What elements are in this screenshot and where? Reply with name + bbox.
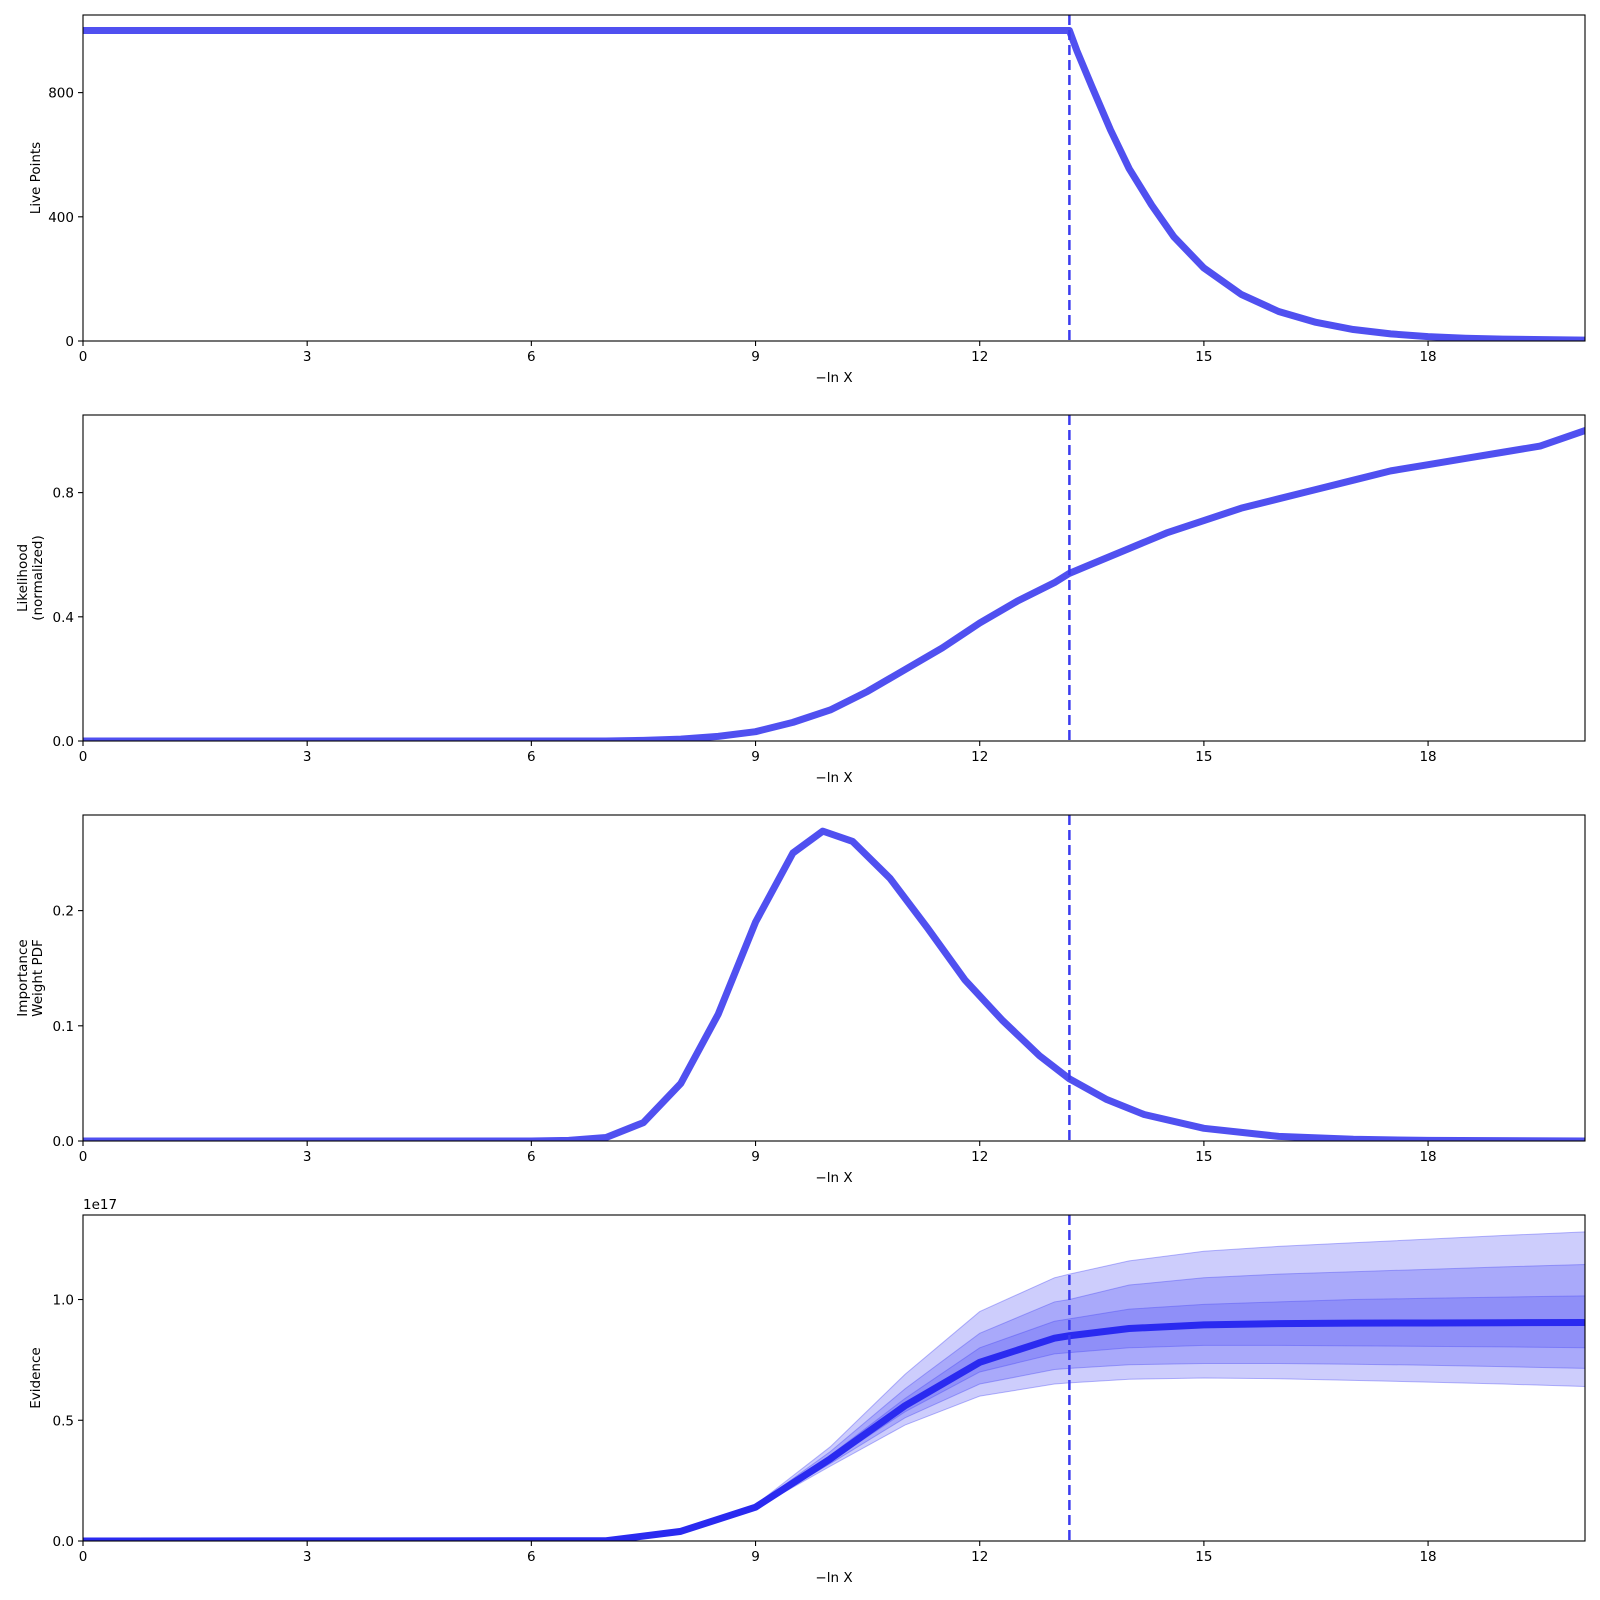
x-tick-label: 15 xyxy=(1195,349,1212,365)
x-tick-label: 0 xyxy=(79,749,88,765)
importance-weight-panel: 0 3 6 9 12 15 18 0.0 0.1 0.2 −ln X ImportanceWeight… xyxy=(15,814,1586,1186)
x-tick-label: 15 xyxy=(1195,1149,1212,1165)
importance-weight-axes-frame xyxy=(82,814,1586,1142)
evidence-axes-frame xyxy=(82,1214,1586,1542)
live-points-axes-frame xyxy=(82,14,1586,342)
x-tick-label: 12 xyxy=(971,1149,988,1165)
evidence-band-2 xyxy=(83,1263,1585,1541)
x-tick-label: 18 xyxy=(1419,1549,1436,1565)
x-tick-label: 15 xyxy=(1195,749,1212,765)
y-tick-label: 1.0 xyxy=(53,1293,74,1309)
y-tick-label: 400 xyxy=(48,210,74,226)
y-tick-label: 0.5 xyxy=(53,1413,74,1429)
x-tick-label: 0 xyxy=(79,349,88,365)
x-tick-label: 9 xyxy=(751,749,760,765)
x-tick-label: 3 xyxy=(303,1549,312,1565)
x-tick-label: 9 xyxy=(751,349,760,365)
importance-weight-series-line xyxy=(83,827,1585,1141)
likelihood-plot-area xyxy=(83,415,1585,741)
x-tick-label: 18 xyxy=(1419,749,1436,765)
x-tick-label: 0 xyxy=(79,1149,88,1165)
x-tick-label: 15 xyxy=(1195,1549,1212,1565)
x-tick-label: 12 xyxy=(971,1549,988,1565)
x-axis-label: −ln X xyxy=(815,370,852,386)
x-axis-label: −ln X xyxy=(815,1570,852,1586)
likelihood-series-line xyxy=(83,427,1585,741)
y-tick-label: 0.0 xyxy=(53,734,74,750)
x-tick-label: 6 xyxy=(527,1149,536,1165)
evidence-plot-area xyxy=(83,1215,1585,1541)
y-axis-label: ImportanceWeight PDF xyxy=(15,939,46,1017)
likelihood-axes-frame xyxy=(82,414,1586,742)
y-offset-label: 1e17 xyxy=(83,1197,117,1213)
x-tick-label: 9 xyxy=(751,1149,760,1165)
x-tick-label: 6 xyxy=(527,1549,536,1565)
live-points-series-line xyxy=(83,27,1585,341)
importance-weight-plot-area xyxy=(83,815,1585,1141)
y-axis-label: Likelihood(normalized) xyxy=(15,535,46,621)
x-tick-label: 12 xyxy=(971,749,988,765)
x-tick-label: 18 xyxy=(1419,349,1436,365)
x-tick-label: 18 xyxy=(1419,1149,1436,1165)
x-tick-label: 3 xyxy=(303,749,312,765)
y-tick-label: 0.4 xyxy=(53,610,74,626)
y-tick-label: 0.2 xyxy=(53,904,74,920)
y-tick-label: 800 xyxy=(48,86,74,102)
x-axis-label: −ln X xyxy=(815,1170,852,1186)
x-tick-label: 3 xyxy=(303,1149,312,1165)
x-tick-label: 3 xyxy=(303,349,312,365)
x-axis-label: −ln X xyxy=(815,770,852,786)
live-points-plot-area xyxy=(83,15,1585,341)
x-tick-label: 9 xyxy=(751,1549,760,1565)
y-tick-label: 0.0 xyxy=(53,1534,74,1550)
evidence-median-line xyxy=(83,1318,1585,1541)
y-tick-label: 0.8 xyxy=(53,486,74,502)
x-tick-label: 12 xyxy=(971,349,988,365)
y-tick-label: 0 xyxy=(65,334,74,350)
x-tick-label: 6 xyxy=(527,749,536,765)
evidence-band-1 xyxy=(83,1231,1585,1541)
y-axis-label: Evidence xyxy=(28,1347,44,1408)
evidence-panel: 0 3 6 9 12 15 18 0.0 0.5 1.0 −ln X Evidence 1e17 xyxy=(28,1197,1586,1586)
likelihood-panel: 0 3 6 9 12 15 18 0.0 0.4 0.8 −ln X Likelihood(norma… xyxy=(15,414,1586,786)
x-tick-label: 6 xyxy=(527,349,536,365)
y-tick-label: 0.0 xyxy=(53,1134,74,1150)
x-tick-label: 0 xyxy=(79,1549,88,1565)
y-tick-label: 0.1 xyxy=(53,1019,74,1035)
y-axis-label: Live Points xyxy=(28,142,44,214)
live-points-panel: 0 3 6 9 12 15 18 0 400 800 −ln X Live Points xyxy=(28,14,1586,386)
